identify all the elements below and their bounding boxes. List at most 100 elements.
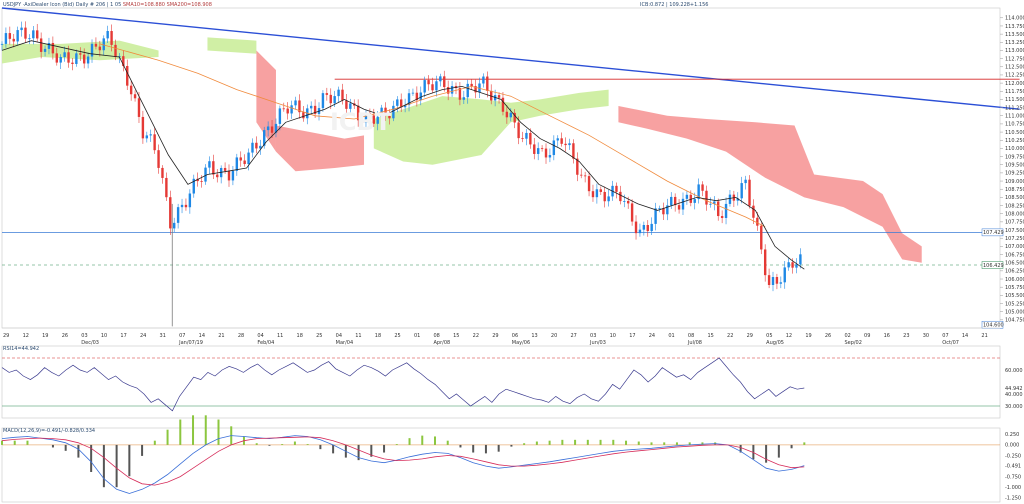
candle-body [760,225,763,250]
candle-body [106,31,109,39]
candle-body [90,43,94,57]
candle-body [392,105,395,119]
descending-trendline [1,7,1020,110]
macd-histogram-bar [179,419,182,445]
price-tick-label: 113.500 [1005,32,1024,38]
month-label: Sep/02 [844,340,861,346]
month-label: Aug/05 [766,340,784,346]
time-tick-label: 17 [120,333,126,339]
candle-body [767,275,771,285]
candle-body [286,108,289,114]
candle-body [603,191,606,202]
macd-histogram-bar [128,444,131,477]
rsi-tick-label: 44.942 [1005,386,1023,392]
ichimoku-cloud-bear-5 [618,105,922,263]
macd-histogram-bar [192,415,195,445]
candle-body [693,199,696,203]
price-tick-label: 106.000 [1005,277,1024,283]
macd-histogram-bar [574,439,577,445]
rsi-panel-frame [1,345,1001,419]
price-tick-label: 107.000 [1005,244,1024,250]
candle-body [556,138,559,141]
macd-histogram-bar [433,436,436,445]
price-tick-label: 112.750 [1005,56,1024,62]
candle-body [724,203,728,218]
ichimoku-cloud-bull-4 [373,89,609,165]
time-tick-label: 03 [81,333,87,339]
macd-histogram-bar [535,441,538,445]
candle-body [302,112,305,119]
macd-histogram-bar [383,444,386,453]
candle-body [705,190,708,205]
candle-body [86,56,90,64]
candle-body [666,205,669,215]
candle-body [775,277,779,284]
macd-histogram-bar [663,442,666,445]
candle-body [169,197,172,229]
macd-histogram-bar [204,415,207,445]
ichimoku-header: ICB:0.872 | 109.228+1.156 [640,2,708,8]
month-label: May/06 [512,340,530,346]
candle-body [47,42,51,49]
price-marker-label: 107.429 [983,230,1004,236]
month-label: Jan/07/19 [178,340,203,346]
candle-body [16,30,19,42]
candle-body [278,108,282,124]
candle-body [548,155,552,158]
candle-body [192,178,195,194]
candle-body [642,225,646,230]
candle-body [79,53,82,55]
candle-body [505,111,509,118]
candle-body [32,30,35,39]
candle-body [176,207,180,223]
candle-body [568,143,571,146]
time-axis: 29 12 19 26 03 10 17 24 31 07 14 21 28 04 11 18 25 04 11 18… [2,327,1000,346]
candle-body [290,105,293,114]
macd-histogram-bar [217,419,220,445]
candle-body [126,66,129,86]
macd-panel-frame [1,427,1001,503]
candle-body [321,93,325,109]
time-tick-label: 24 [140,333,146,339]
macd-histogram-bar [650,442,653,445]
macd-histogram-bar [599,439,602,445]
price-tick-label: 110.500 [1005,130,1024,136]
time-tick-label: 30 [923,333,929,339]
macd-histogram-bar [484,444,487,454]
price-tick-label: 113.000 [1005,48,1024,54]
macd-histogram-bar [637,441,640,445]
candle-body [173,222,176,229]
candle-body [638,229,642,234]
candle-body [157,150,160,168]
price-tick-label: 111.750 [1005,89,1024,95]
candle-body [360,120,364,123]
candle-body [771,277,775,285]
candle-body [231,170,235,181]
time-tick-label: 21 [218,333,224,339]
candle-body [122,56,125,67]
candle-body [544,148,548,158]
candle-body [752,205,755,218]
candle-body [595,189,599,198]
candle-body [713,201,716,204]
price-tick-label: 112.500 [1005,65,1024,71]
candle-body [536,148,540,154]
macd-histogram-bar [625,440,628,445]
macd-histogram-bar [357,444,360,461]
time-tick-label: 31 [160,333,166,339]
candle-body [63,52,66,58]
time-tick-label: 12 [23,333,29,339]
candle-body [4,33,8,44]
price-tick-label: 108.250 [1005,203,1024,209]
candle-body [795,264,798,268]
price-tick-label: 109.250 [1005,171,1024,177]
candle-body [646,225,649,232]
candle-body [266,126,270,131]
candle-body [368,113,372,116]
candle-body [204,167,207,182]
candle-body [599,189,602,192]
candle-body [740,183,743,199]
price-tick-label: 109.500 [1005,163,1024,169]
candle-body [411,92,415,94]
candle-body [133,94,137,99]
